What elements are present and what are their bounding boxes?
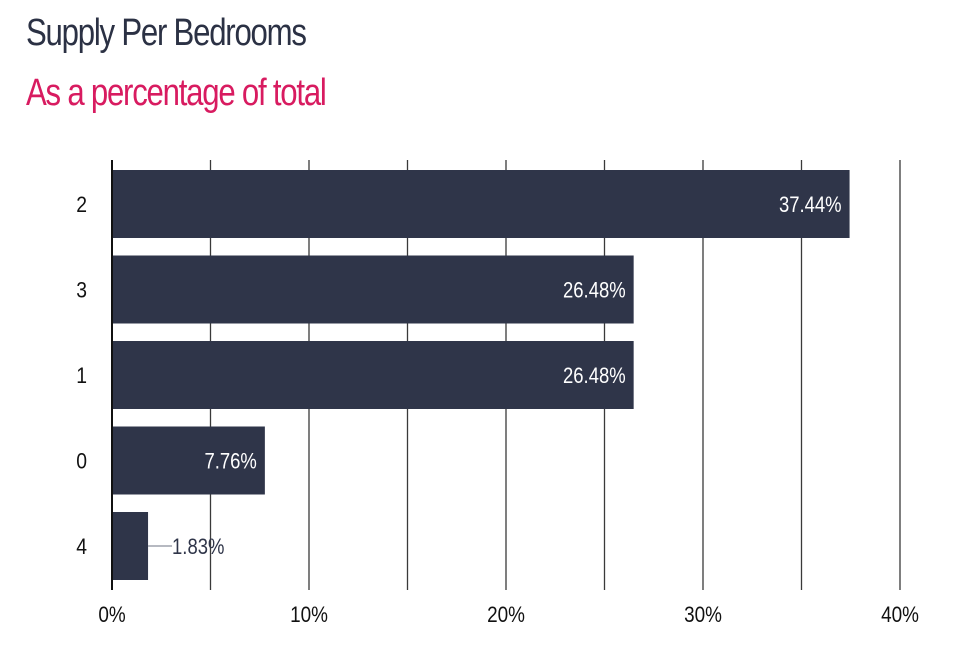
- x-tick-label: 10%: [290, 603, 328, 628]
- category-label: 4: [76, 535, 87, 559]
- bars: [112, 170, 850, 580]
- x-tick-label: 20%: [487, 603, 525, 628]
- chart-title: Supply Per Bedrooms: [26, 12, 307, 54]
- bar: [112, 170, 850, 238]
- category-label: 2: [76, 193, 87, 217]
- chart-subtitle: As a percentage of total: [26, 72, 327, 114]
- x-tick-label: 0%: [98, 603, 125, 628]
- x-tick-label: 30%: [684, 603, 722, 628]
- bar-value-label: 1.83%: [172, 536, 224, 560]
- bar-value-label: 26.48%: [563, 365, 626, 389]
- category-label: 1: [76, 364, 87, 388]
- labels: 2 37.44% 3 26.48% 1 26.48% 0 7.76% 4 1.83%: [76, 193, 841, 560]
- bar: [112, 341, 634, 409]
- bar: [112, 426, 265, 495]
- category-label: 3: [76, 278, 87, 302]
- bar: [112, 512, 149, 580]
- axes: 0% 10% 20% 30% 40%: [98, 160, 919, 627]
- bar: [112, 255, 634, 324]
- category-label: 0: [76, 449, 87, 473]
- bar-value-label: 7.76%: [205, 450, 257, 474]
- x-tick-label: 40%: [881, 603, 919, 628]
- bar-value-label: 37.44%: [779, 194, 842, 218]
- bar-value-label: 26.48%: [563, 279, 626, 303]
